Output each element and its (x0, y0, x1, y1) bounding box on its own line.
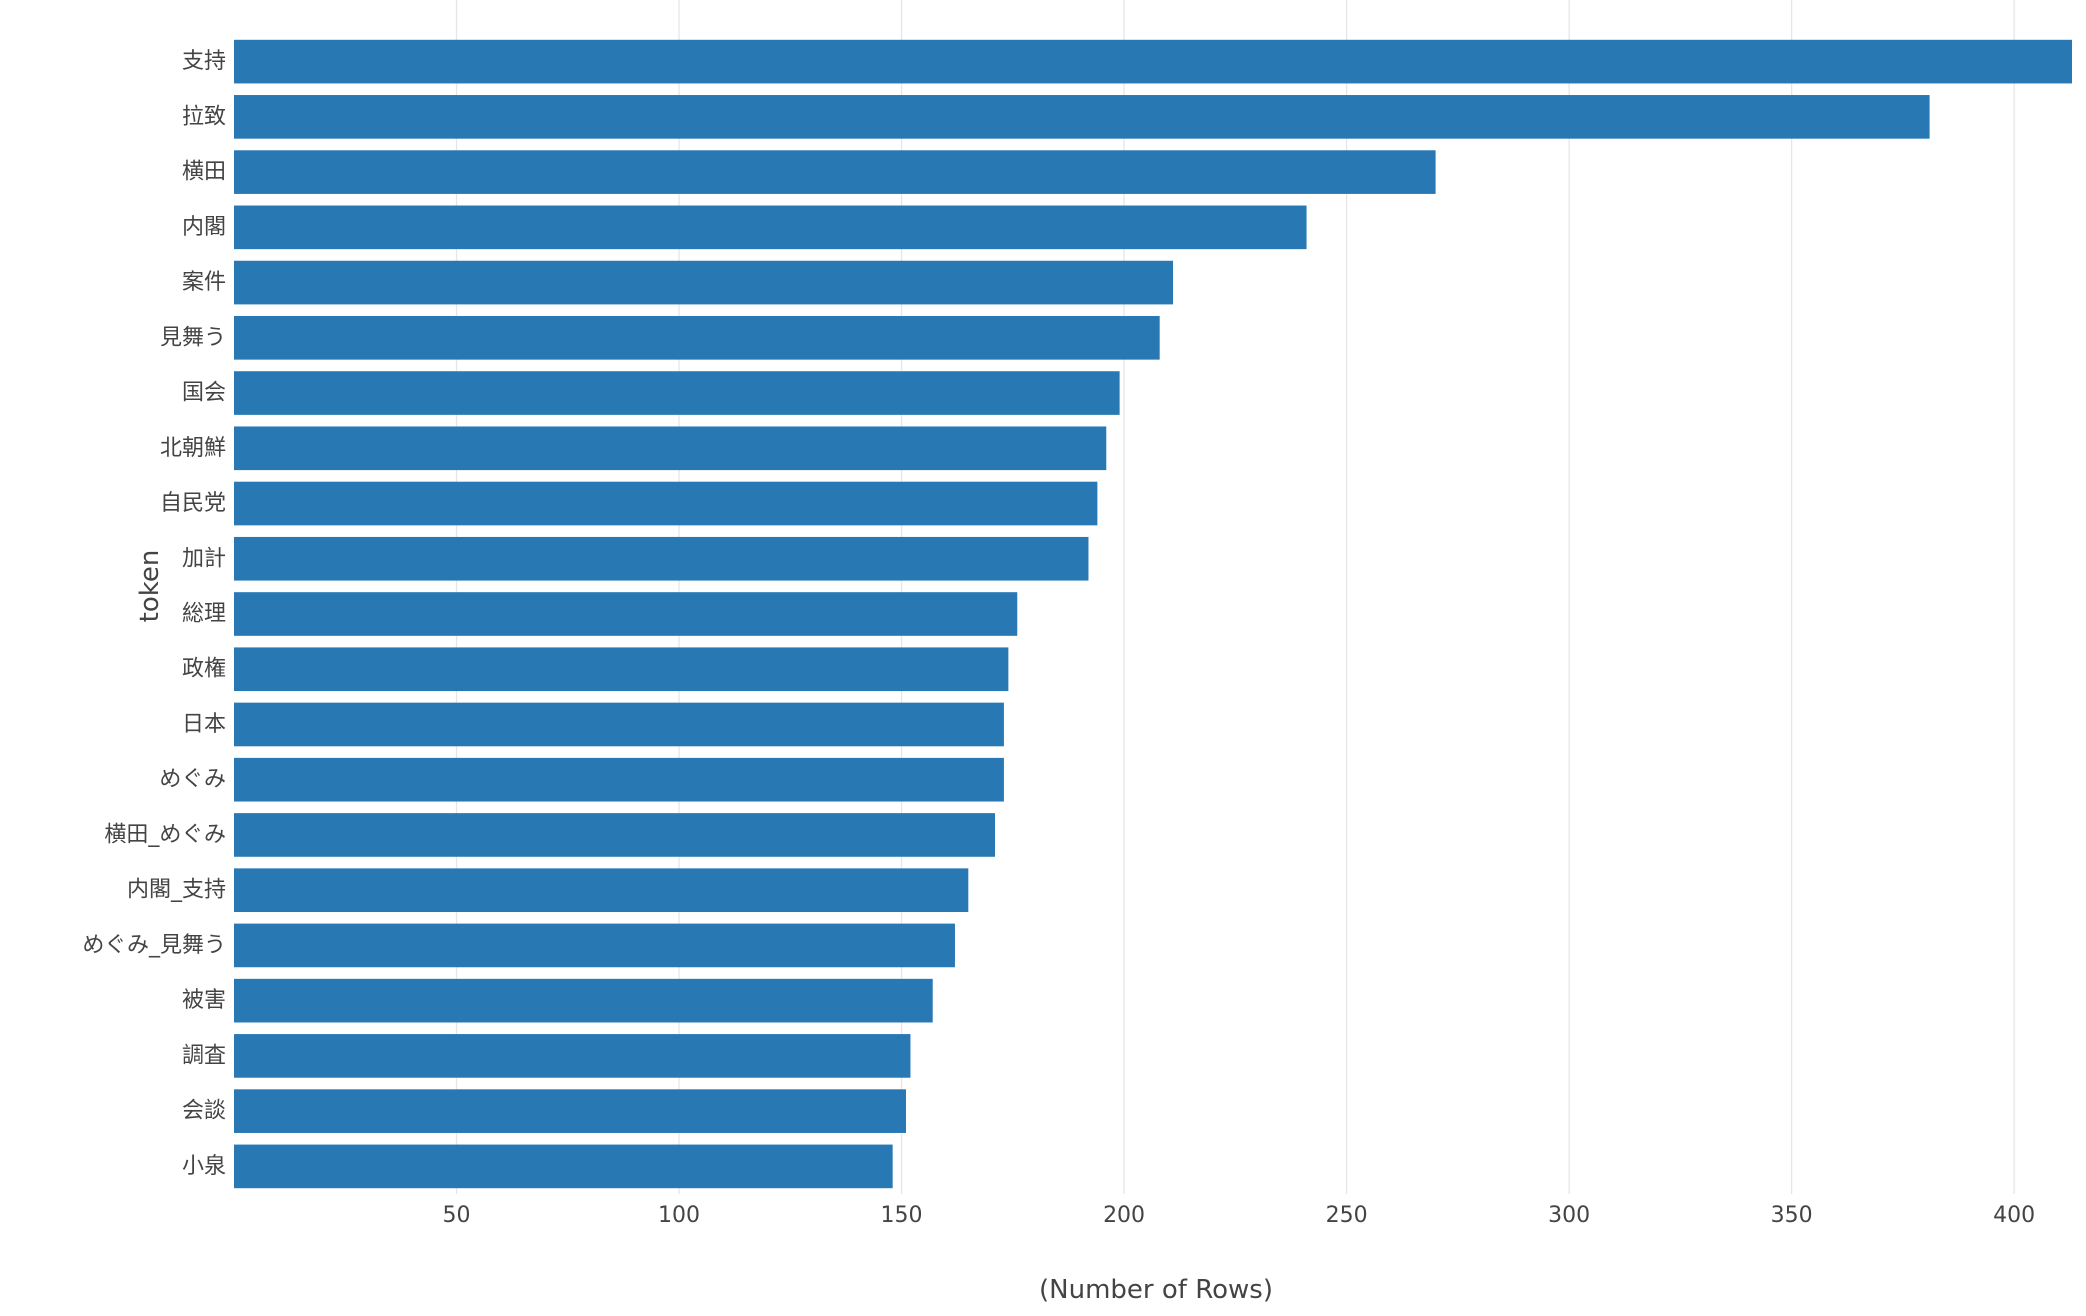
bars (234, 39, 2072, 1189)
bar[interactable] (234, 1089, 907, 1133)
x-tick-label: 50 (443, 1203, 471, 1228)
x-tick-label: 250 (1326, 1203, 1368, 1228)
bar[interactable] (234, 95, 1930, 139)
y-tick-label: 横田_めぐみ (104, 822, 226, 847)
y-tick-label: 支持 (182, 49, 226, 74)
y-tick-label: 調査 (182, 1043, 226, 1068)
y-tick-labels: 支持拉致横田内閣案件見舞う国会北朝鮮自民党加計総理政権日本めぐみ横田_めぐみ内閣… (82, 49, 226, 1179)
y-tick-label: 北朝鮮 (160, 436, 226, 461)
bar[interactable] (234, 813, 996, 857)
bar[interactable] (234, 536, 1089, 581)
x-tick-label: 150 (881, 1203, 923, 1228)
y-tick-label: 案件 (182, 270, 226, 295)
bar[interactable] (234, 1034, 911, 1078)
y-tick-label: 会談 (182, 1099, 226, 1124)
bar[interactable] (234, 260, 1174, 305)
bar[interactable] (234, 923, 955, 968)
y-tick-label: 日本 (182, 712, 226, 737)
y-tick-label: 加計 (182, 546, 226, 571)
y-tick-label: 政権 (182, 657, 226, 682)
y-tick-label: めぐみ (159, 767, 226, 792)
bar[interactable] (234, 205, 1307, 250)
bar[interactable] (234, 1144, 893, 1189)
bar[interactable] (234, 757, 1004, 802)
x-tick-label: 350 (1771, 1203, 1813, 1228)
y-tick-label: 内閣_支持 (127, 878, 226, 903)
y-tick-label: 国会 (182, 381, 226, 406)
y-tick-label: 自民党 (160, 491, 226, 516)
bar[interactable] (234, 868, 969, 913)
x-tick-labels: 50 100 150 200 250 300 350 400 (443, 1203, 2036, 1228)
x-tick-label: 400 (1993, 1203, 2035, 1228)
bar[interactable] (234, 150, 1436, 194)
bar[interactable] (234, 481, 1098, 526)
bar[interactable] (234, 978, 933, 1023)
x-axis-title: (Number of Rows) (1039, 1275, 1273, 1305)
bar[interactable] (234, 647, 1009, 692)
y-axis-title: token (135, 550, 165, 623)
bar[interactable] (234, 702, 1004, 747)
bar[interactable] (234, 592, 1018, 636)
bar[interactable] (234, 39, 2072, 84)
y-tick-label: 見舞う (160, 325, 226, 350)
y-tick-label: 総理 (182, 602, 226, 627)
x-tick-label: 300 (1548, 1203, 1590, 1228)
x-tick-label: 100 (658, 1203, 700, 1228)
y-tick-label: 横田 (182, 160, 226, 185)
bar[interactable] (234, 426, 1107, 471)
bar[interactable] (234, 371, 1120, 415)
y-tick-label: 小泉 (182, 1154, 226, 1179)
y-tick-label: 内閣 (182, 215, 226, 240)
x-tick-label: 200 (1103, 1203, 1145, 1228)
y-tick-label: めぐみ_見舞う (82, 933, 226, 958)
bar[interactable] (234, 315, 1160, 360)
y-tick-label: 被害 (182, 988, 226, 1013)
y-tick-label: 拉致 (182, 104, 226, 129)
